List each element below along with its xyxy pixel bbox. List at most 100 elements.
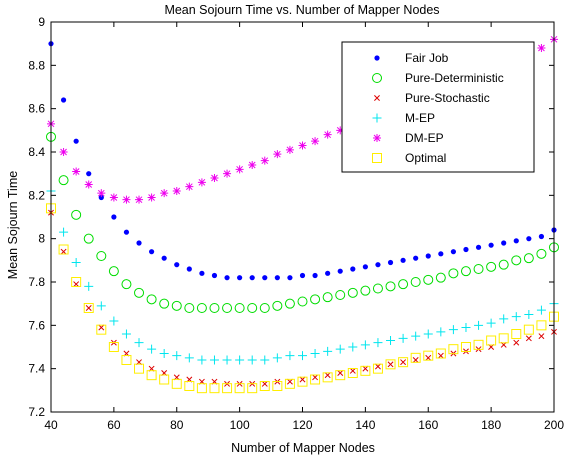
x-tick-label: 40 — [44, 418, 58, 432]
legend-label: M-EP — [405, 111, 435, 125]
point-optimal — [322, 372, 333, 383]
point-fair-job — [98, 194, 104, 201]
point-optimal — [486, 335, 497, 346]
point-m-ep — [436, 327, 446, 337]
point-dm-ep — [210, 174, 219, 182]
point-m-ep — [222, 355, 232, 365]
point-pure-deterministic — [423, 274, 434, 285]
y-tick-label: 8.6 — [28, 102, 45, 116]
point-pure-deterministic — [435, 272, 446, 283]
point-fair-job — [237, 275, 243, 281]
legend-marker-pure-stochastic — [374, 95, 380, 101]
legend-item-dm-ep: DM-EP — [373, 131, 444, 145]
legend-item-fair-job: Fair Job — [374, 51, 449, 65]
point-fair-job — [123, 229, 130, 235]
plot-frame — [50, 21, 555, 413]
point-optimal — [121, 355, 132, 365]
point-optimal — [222, 383, 233, 394]
point-pure-deterministic — [146, 294, 157, 305]
point-pure-stochastic — [425, 354, 432, 361]
point-dm-ep — [336, 126, 345, 135]
point-fair-job — [73, 138, 79, 144]
point-m-ep — [109, 316, 119, 326]
series-fair-job — [48, 41, 557, 281]
legend-label: Pure-Stochastic — [405, 91, 490, 105]
point-fair-job — [325, 270, 331, 276]
point-optimal — [372, 363, 383, 374]
point-fair-job — [375, 262, 381, 268]
point-m-ep — [474, 320, 484, 330]
point-pure-stochastic — [85, 305, 92, 311]
legend-item-pure-stochastic: Pure-Stochastic — [374, 91, 490, 105]
point-fair-job — [199, 270, 205, 276]
point-optimal — [108, 342, 119, 352]
point-pure-deterministic — [473, 264, 484, 274]
point-m-ep — [511, 312, 521, 322]
point-m-ep — [486, 318, 496, 328]
point-fair-job — [224, 275, 230, 281]
point-m-ep — [398, 333, 408, 343]
point-m-ep — [197, 355, 207, 365]
point-pure-deterministic — [310, 294, 321, 305]
x-tick-label: 140 — [355, 418, 375, 432]
point-optimal — [184, 381, 195, 391]
point-fair-job — [249, 275, 255, 281]
point-pure-deterministic — [134, 287, 145, 298]
point-pure-stochastic — [412, 357, 419, 363]
point-m-ep — [323, 346, 333, 356]
point-dm-ep — [147, 193, 156, 202]
point-m-ep — [84, 281, 94, 291]
point-m-ep — [536, 305, 546, 315]
legend-label: Pure-Deterministic — [405, 71, 504, 85]
point-pure-deterministic — [398, 279, 409, 290]
y-tick-label: 9 — [38, 15, 45, 29]
point-m-ep — [524, 310, 534, 319]
point-fair-job — [400, 257, 406, 263]
point-fair-job — [463, 246, 469, 253]
x-tick-label: 160 — [418, 418, 438, 432]
point-dm-ep — [109, 193, 118, 202]
x-tick-label: 60 — [107, 418, 121, 432]
point-fair-job — [86, 171, 92, 177]
x-tick-label: 80 — [170, 418, 184, 432]
point-optimal — [196, 383, 207, 394]
x-tick-label: 120 — [292, 418, 312, 432]
series-pure-deterministic — [46, 131, 559, 313]
point-dm-ep — [72, 167, 81, 176]
point-m-ep — [235, 355, 245, 365]
point-pure-deterministic — [335, 290, 346, 300]
point-pure-stochastic — [525, 335, 532, 342]
chart-title: Mean Sojourn Time vs. Number of Mapper N… — [164, 3, 439, 17]
legend-marker-optimal — [372, 153, 382, 163]
y-tick-label: 8.2 — [28, 188, 45, 202]
y-tick-label: 7.8 — [28, 275, 45, 289]
point-fair-job — [501, 240, 507, 246]
point-optimal — [159, 374, 170, 385]
y-tick-label: 8.4 — [28, 145, 45, 159]
point-optimal — [247, 383, 258, 394]
point-pure-deterministic — [272, 300, 283, 311]
axis-ticks: 40 60 80 100 120 140 160 180 200 7.2 7.4 7.6 7.8 8 8.2… — [28, 15, 564, 432]
legend-box — [341, 41, 535, 173]
y-tick-label: 7.6 — [28, 318, 45, 332]
point-optimal — [473, 339, 484, 350]
point-fair-job — [362, 264, 368, 270]
point-optimal — [498, 333, 509, 344]
point-m-ep — [71, 258, 81, 267]
point-fair-job — [312, 272, 318, 279]
legend-marker-pure-deterministic — [372, 73, 382, 83]
point-m-ep — [121, 329, 131, 339]
point-pure-stochastic — [437, 352, 444, 359]
point-m-ep — [298, 351, 307, 361]
point-fair-job — [450, 249, 456, 255]
legend-marker-m-ep — [372, 113, 382, 123]
point-optimal — [83, 303, 94, 313]
point-dm-ep — [97, 189, 106, 198]
point-dm-ep — [223, 169, 232, 178]
point-dm-ep — [197, 178, 206, 187]
point-optimal — [272, 381, 283, 391]
series-optimal — [46, 203, 559, 394]
point-m-ep — [247, 355, 257, 365]
point-fair-job — [387, 259, 394, 266]
